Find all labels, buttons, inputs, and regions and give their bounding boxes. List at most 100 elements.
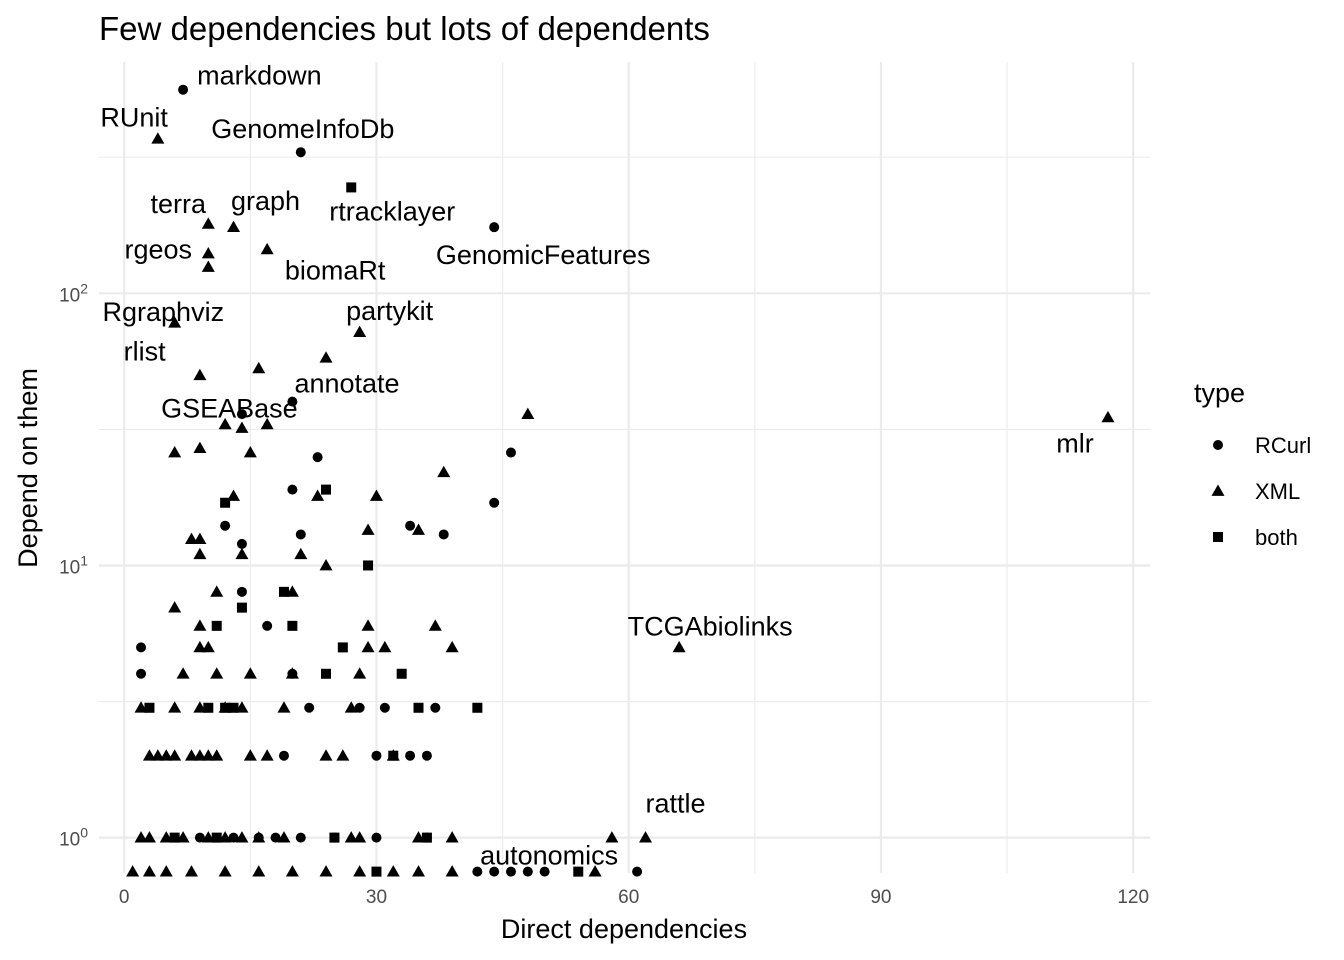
data-point-both (211, 832, 222, 843)
data-point-both (421, 832, 432, 843)
data-point-xml (193, 701, 207, 713)
data-point-both (329, 832, 340, 843)
data-point-xml (201, 831, 215, 843)
legend-title: type (1194, 378, 1245, 408)
data-point-xml (168, 749, 182, 761)
data-point-xml (260, 242, 274, 255)
data-point-xml (243, 446, 257, 458)
legend: type RCurl XML both (1194, 378, 1311, 550)
data-point-both (363, 560, 374, 571)
data-point-xml (184, 865, 198, 877)
data-point-rcurl (178, 84, 189, 95)
y-tick-label: 101 (59, 552, 88, 578)
data-point-xml (319, 558, 333, 571)
data-point-xml (361, 619, 375, 631)
data-point-rcurl (236, 586, 247, 597)
data-point-xml (353, 831, 367, 843)
data-point-rcurl (505, 447, 516, 458)
point-label: rgeos (125, 235, 193, 265)
data-point-xml (210, 585, 224, 597)
data-point-xml (159, 831, 173, 843)
data-point-xml (445, 640, 459, 653)
data-point-xml (378, 640, 392, 653)
data-point-xml (201, 640, 215, 653)
data-point-both (472, 702, 483, 713)
data-point-xml (588, 865, 602, 877)
data-point-both (203, 702, 214, 713)
data-point-xml (159, 749, 173, 761)
data-point-xml (412, 831, 426, 843)
data-point-xml (319, 865, 333, 877)
data-point-xml (672, 640, 686, 653)
data-point-xml (243, 667, 257, 679)
data-point-xml (277, 701, 291, 713)
data-point-xml (210, 667, 224, 679)
data-point-xml (227, 489, 241, 501)
data-point-xml (361, 523, 375, 535)
data-point-both (413, 702, 424, 713)
legend-key-rcurl (1213, 440, 1223, 450)
data-point-both (220, 702, 231, 713)
grid-layer (99, 62, 1150, 873)
data-point-rcurl (632, 866, 643, 877)
data-point-rcurl (489, 497, 500, 508)
data-point-xml (235, 831, 249, 843)
axes-layer: 0 30 60 90 120 100 101 102 (59, 280, 1149, 908)
data-point-both (388, 750, 399, 761)
point-labels-layer: markdown RUnit GenomeInfoDb terra graph rtrac… (100, 61, 1093, 871)
data-point-xml (260, 417, 274, 430)
data-point-xml (311, 489, 325, 501)
point-label: autonomics (480, 841, 618, 871)
data-point-rcurl (405, 750, 416, 761)
data-point-xml (218, 865, 232, 877)
data-point-rcurl (354, 702, 365, 713)
data-point-xml (1101, 410, 1115, 423)
data-point-xml (285, 667, 299, 679)
data-point-xml (151, 132, 165, 144)
data-point-rcurl (136, 642, 147, 653)
data-point-xml (176, 667, 190, 679)
data-point-xml (639, 831, 653, 843)
data-point-xml (184, 749, 198, 761)
data-point-rcurl (421, 750, 432, 761)
data-point-rcurl (278, 750, 289, 761)
data-point-xml (134, 701, 148, 713)
data-point-xml (142, 749, 156, 761)
data-point-xml (176, 831, 190, 843)
data-point-xml (168, 316, 182, 328)
point-label: rlist (124, 337, 166, 367)
data-point-rcurl (505, 866, 516, 877)
data-point-both (144, 702, 155, 713)
data-point-xml (277, 831, 291, 843)
data-point-xml (445, 865, 459, 877)
point-label: rtracklayer (329, 196, 455, 226)
data-point-xml (201, 260, 215, 272)
data-point-rcurl (539, 866, 550, 877)
legend-label: both (1255, 525, 1298, 550)
data-point-xml (605, 831, 619, 843)
y-tick-label: 102 (59, 280, 88, 306)
point-label: GenomeInfoDb (211, 114, 394, 144)
data-point-xml (319, 351, 333, 363)
data-point-xml (193, 640, 207, 653)
data-point-both (371, 866, 382, 877)
data-point-rcurl (430, 702, 441, 713)
data-point-rcurl (270, 832, 281, 843)
data-point-rcurl (405, 520, 416, 531)
data-point-xml (285, 585, 299, 597)
data-point-both (337, 642, 348, 653)
data-point-xml (260, 749, 274, 761)
point-label: Rgraphviz (103, 297, 225, 327)
data-point-xml (252, 361, 266, 374)
data-point-both (573, 866, 584, 877)
data-point-xml (193, 368, 207, 381)
data-point-xml (344, 701, 358, 713)
data-point-xml (521, 407, 535, 419)
data-point-both (396, 668, 407, 679)
data-point-xml (159, 865, 173, 877)
point-label: TCGAbiolinks (628, 611, 793, 641)
point-label: mlr (1056, 428, 1093, 458)
point-label: GenomicFeatures (436, 240, 651, 270)
point-label: markdown (197, 61, 322, 91)
data-point-xml (142, 865, 156, 877)
